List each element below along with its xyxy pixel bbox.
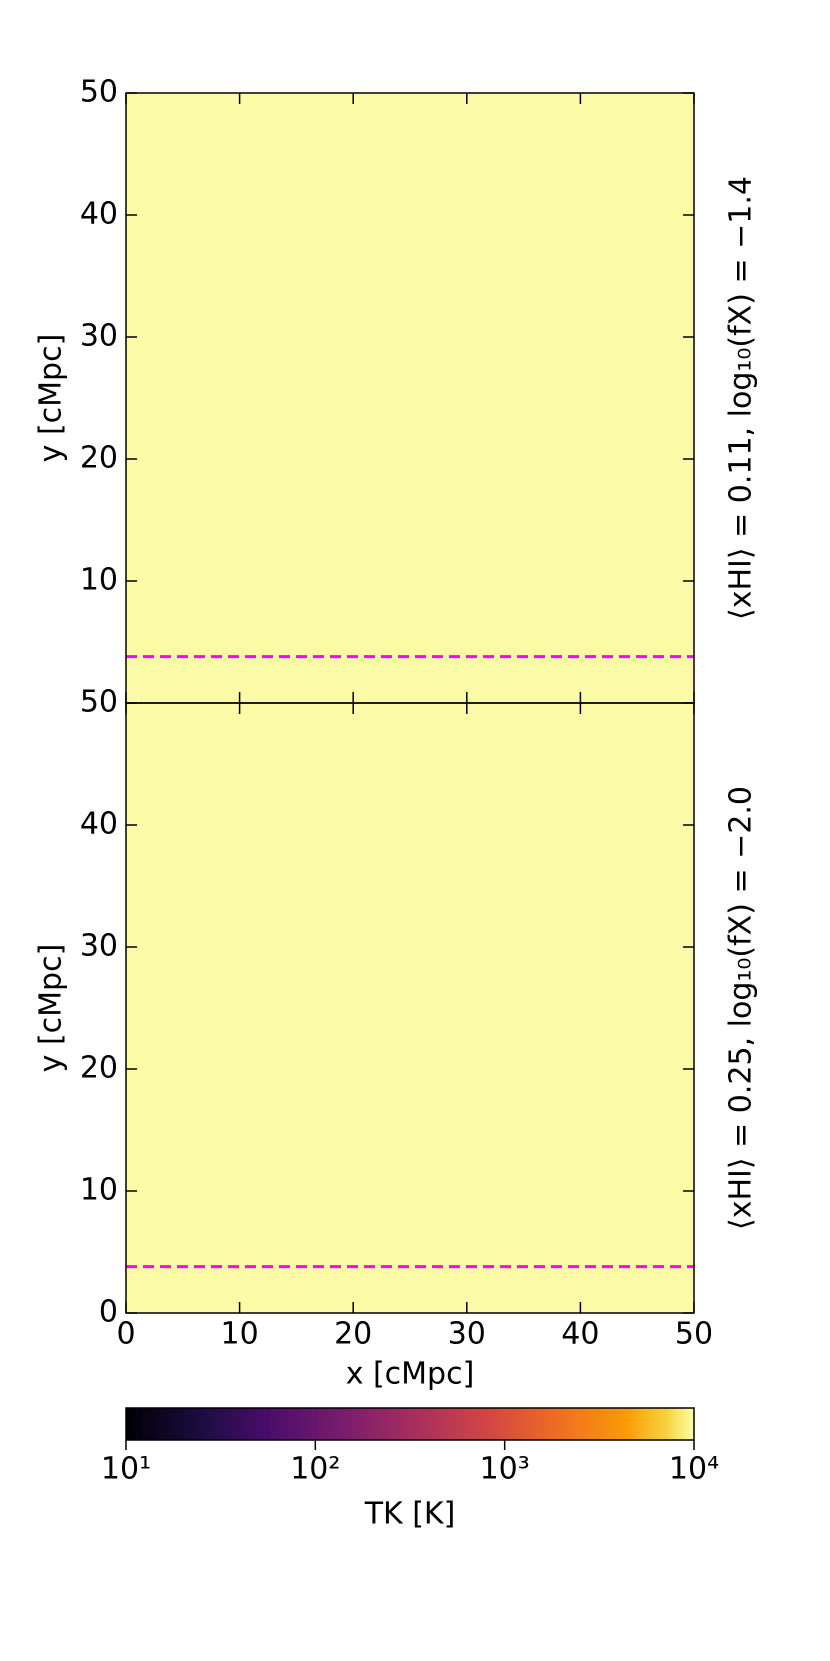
y-tick-label: 50 [80,75,118,110]
y-axis-label: y [cMpc] [34,944,69,1073]
y-tick-label: 10 [80,1173,118,1208]
x-tick-label: 0 [116,1317,135,1352]
y-tick-label: 40 [80,197,118,232]
y-tick-label: 20 [80,1051,118,1086]
field-background [126,93,694,703]
colorbar-label: TK [K] [364,1497,456,1532]
colorbar [125,1407,695,1441]
y-axis-label: y [cMpc] [34,334,69,463]
colorbar-tick-label: 10³ [480,1452,530,1487]
x-axis-label: x [cMpc] [346,1357,475,1392]
panel-annotation: ⟨xHI⟩ = 0.11, log₁₀(fX) = −1.4 [724,176,759,620]
field-background [126,703,694,1313]
colorbar-tick-label: 10² [290,1452,340,1487]
y-tick-label: 30 [80,929,118,964]
y-tick-label: 0 [99,1295,118,1330]
colorbar-tick-label: 10¹ [101,1452,151,1487]
y-tick-label: 10 [80,563,118,598]
y-tick-label: 20 [80,441,118,476]
y-tick-label: 50 [80,685,118,720]
y-tick-label: 30 [80,319,118,354]
x-tick-label: 40 [561,1317,599,1352]
colorbar-tick-label: 10⁴ [669,1452,719,1487]
y-tick-label: 40 [80,807,118,842]
x-tick-label: 10 [221,1317,259,1352]
x-tick-label: 30 [448,1317,486,1352]
x-tick-label: 20 [334,1317,372,1352]
panel-annotation: ⟨xHI⟩ = 0.25, log₁₀(fX) = −2.0 [724,786,759,1230]
x-tick-label: 50 [675,1317,713,1352]
axes-frame [125,702,695,1314]
